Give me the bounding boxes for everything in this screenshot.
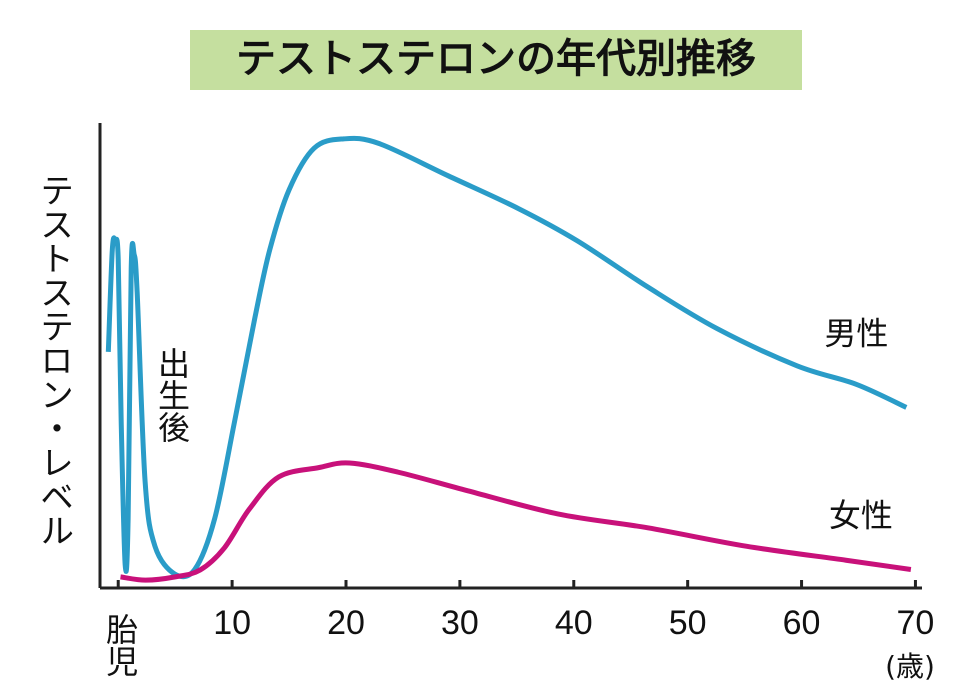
x-tick-label: 60: [783, 604, 821, 642]
x-tick-label: 70: [897, 604, 935, 642]
y-axis-label: テストステロン・レベル: [34, 173, 74, 547]
x-tick-label: 40: [555, 604, 593, 642]
x-tick-label: 20: [327, 604, 365, 642]
x-tick-label: 胎児: [101, 613, 139, 677]
x-tick-label: 10: [213, 604, 251, 642]
x-tick-label: 50: [669, 604, 707, 642]
chart-title: テストステロンの年代別推移: [236, 36, 756, 82]
annotation: 出生後: [153, 347, 191, 443]
line: [120, 460, 912, 583]
title-box: [190, 30, 802, 90]
legend-label: 男性: [824, 314, 888, 352]
legend-label: 女性: [829, 496, 893, 534]
x-axis-unit: (歳): [885, 650, 935, 683]
x-tick-label: 30: [441, 604, 479, 642]
line: [105, 135, 908, 580]
